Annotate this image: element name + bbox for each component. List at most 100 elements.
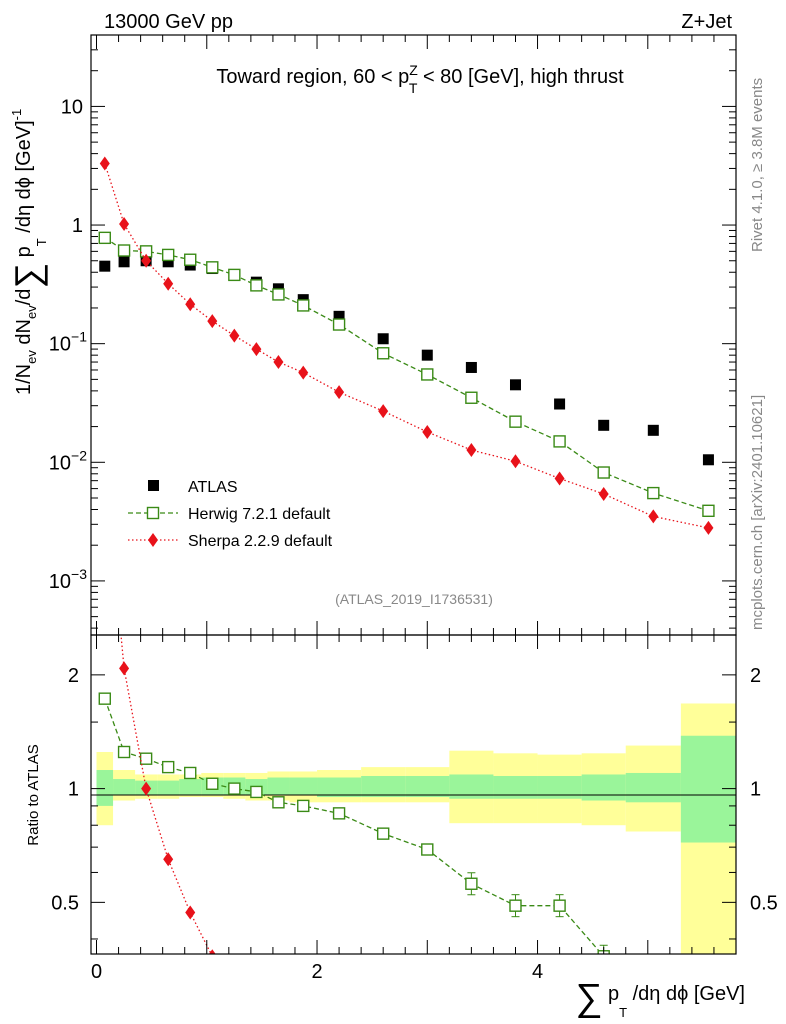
- herwig-point: [421, 368, 434, 381]
- herwig-point: [553, 435, 566, 448]
- ratio-y-tick-label: 1: [68, 779, 79, 801]
- legend-marker-herwig: [146, 506, 160, 520]
- y-tick-label: 10−3: [49, 566, 87, 593]
- legend-label-herwig: Herwig 7.2.1 default: [188, 506, 331, 523]
- herwig-point: [332, 318, 346, 331]
- sherpa-ratio-point: [163, 852, 174, 867]
- uncertainty-band-inner: [493, 775, 538, 799]
- atlas-point: [162, 256, 174, 268]
- herwig-ratio-point: [376, 827, 390, 840]
- uncertainty-band-inner: [680, 735, 736, 843]
- sherpa-ratio-point: [119, 661, 130, 676]
- legend: ATLAS Herwig 7.2.1 default Sherpa 2.2.9 …: [128, 479, 333, 550]
- herwig-ratio-point: [465, 877, 478, 890]
- herwig-ratio-point: [250, 785, 263, 799]
- herwig-point: [228, 268, 241, 282]
- herwig-point: [702, 504, 715, 518]
- svg-text:1/Nev dNev/d∑ pT /dη dϕ [GeV]: 1/Nev dNev/d∑ pT /dη dϕ [GeV]-1: [7, 109, 49, 395]
- herwig-ratio-point: [297, 799, 310, 813]
- atlas-point: [118, 256, 130, 268]
- uncertainty-band-inner: [581, 774, 626, 801]
- uncertainty-band-inner: [289, 777, 318, 796]
- sherpa-point: [648, 509, 659, 524]
- herwig-ratio-point: [509, 899, 522, 912]
- ratio-y-tick-label: 2: [68, 665, 79, 687]
- legend-label-sherpa: Sherpa 2.2.9 default: [188, 533, 333, 550]
- y-tick-label: 1: [72, 215, 83, 237]
- herwig-point: [272, 288, 285, 301]
- herwig-ratio-point: [421, 843, 434, 856]
- y-tick-label: 10: [61, 96, 83, 118]
- atlas-point: [421, 349, 433, 361]
- atlas-point: [647, 424, 659, 436]
- sherpa-ratio-point: [208, 949, 216, 954]
- svg-text:∑ pT /dη dϕ [GeV]: ∑ pT /dη dϕ [GeV]: [575, 977, 745, 1020]
- atlas-point: [702, 454, 714, 466]
- herwig-ratio-point: [98, 692, 111, 705]
- uncertainty-band-inner: [113, 779, 136, 796]
- atlas-point: [509, 379, 521, 391]
- herwig-point: [509, 415, 522, 428]
- herwig-ratio-point: [332, 807, 346, 820]
- atlas-point: [554, 398, 566, 410]
- sherpa-point: [554, 471, 565, 486]
- sherpa-point: [207, 314, 218, 329]
- sherpa-ratio-point: [185, 905, 196, 920]
- herwig-ratio-point: [139, 752, 153, 765]
- x-tick-label: 2: [311, 961, 322, 983]
- herwig-line: [104, 237, 709, 512]
- uncertainty-band-inner: [405, 775, 450, 798]
- uncertainty-band-inner: [317, 777, 362, 798]
- sherpa-point: [510, 454, 521, 469]
- process-label: Z+Jet: [681, 11, 732, 33]
- herwig-point: [184, 253, 197, 266]
- sherpa-point: [185, 297, 196, 312]
- x-axis-label: ∑ pT /dη dϕ [GeV]: [575, 977, 745, 1020]
- sherpa-point: [141, 253, 152, 268]
- uncertainty-band-inner: [157, 780, 180, 796]
- sherpa-point: [466, 442, 477, 457]
- uncertainty-band-inner: [537, 775, 582, 799]
- sherpa-point: [334, 385, 345, 400]
- uncertainty-band-inner: [625, 772, 681, 803]
- sherpa-point: [378, 404, 389, 419]
- ratio-y-tick-label-right: 1: [750, 779, 761, 801]
- sherpa-point: [119, 217, 130, 232]
- sherpa-point: [703, 520, 714, 535]
- atlas-point: [598, 419, 610, 431]
- main-y-axis-label: 1/Nev dNev/d∑ pT /dη dϕ [GeV]-1: [7, 109, 49, 395]
- sherpa-point: [251, 342, 262, 357]
- herwig-ratio-point: [206, 777, 219, 790]
- sherpa-line: [104, 163, 709, 529]
- legend-marker-sherpa: [148, 533, 158, 547]
- x-tick-label: 0: [91, 961, 102, 983]
- atlas-point: [99, 260, 111, 272]
- sherpa-point: [598, 487, 609, 502]
- legend-label-atlas: ATLAS: [188, 479, 238, 496]
- herwig-point: [597, 466, 610, 479]
- ratio-y-axis-label: Ratio to ATLAS: [25, 744, 42, 845]
- panel-title: Toward region, 60 < pZ T < 80 [GeV], high…: [216, 62, 624, 96]
- uncertainty-band-inner: [361, 775, 406, 798]
- uncertainty-band-inner: [267, 777, 290, 796]
- uncertainty-band-inner: [96, 770, 114, 806]
- herwig-point: [250, 279, 263, 292]
- main-panel: 10 1 10−1 10−2 10−3: [49, 34, 737, 636]
- herwig-ratio-point: [228, 782, 241, 795]
- sherpa-ratio-point: [141, 781, 152, 796]
- ratio-y-tick-label-right: 2: [750, 665, 761, 687]
- herwig-point: [206, 261, 219, 274]
- atlas-point: [465, 361, 477, 373]
- herwig-ratio-point: [272, 796, 285, 809]
- energy-label: 13000 GeV pp: [104, 11, 233, 33]
- mcplots-label: mcplots.cern.ch [arXiv:2401.10621]: [749, 395, 766, 630]
- herwig-point: [161, 248, 175, 262]
- sherpa-ratio-point: [229, 974, 239, 988]
- legend-marker-atlas: [148, 480, 159, 491]
- uncertainty-band-inner: [179, 779, 202, 796]
- herwig-point: [117, 244, 131, 257]
- ratio-y-tick-label-right: 0.5: [750, 892, 778, 914]
- y-tick-label: 10−2: [49, 447, 87, 474]
- sherpa-point: [163, 276, 174, 291]
